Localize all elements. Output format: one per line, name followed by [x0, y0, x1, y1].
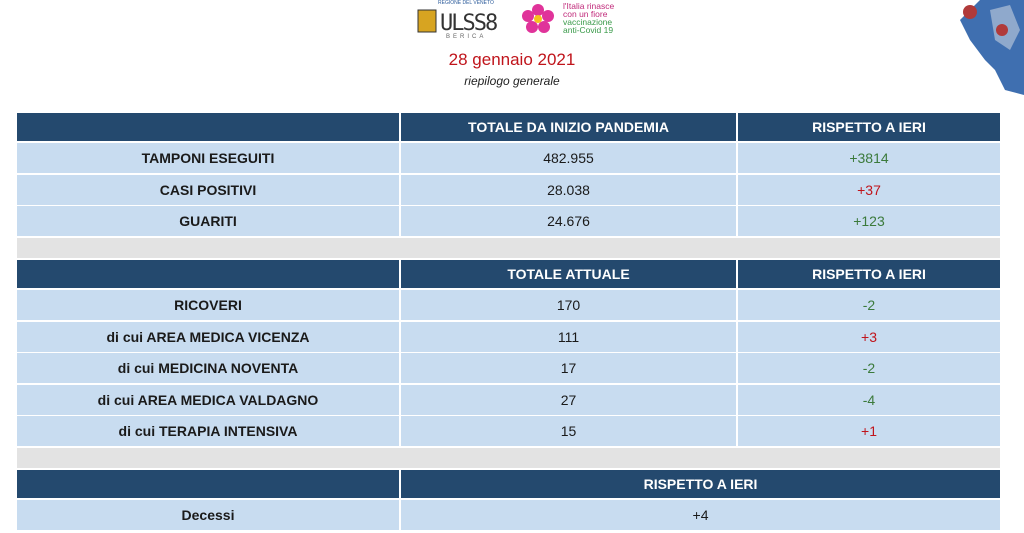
row-label: di cui AREA MEDICA VICENZA: [17, 321, 399, 352]
column-header: RISPETTO A IERI: [738, 113, 1000, 141]
row-label: RICOVERI: [17, 290, 399, 320]
delta-value: -2: [738, 353, 1000, 383]
row-label: di cui TERAPIA INTENSIVA: [17, 416, 399, 446]
delta-value: +3814: [738, 143, 1000, 173]
column-header: RISPETTO A IERI: [401, 470, 1000, 498]
campaign-line: anti-Covid 19: [563, 25, 614, 35]
total-value: 111: [401, 321, 736, 352]
total-value: 170: [401, 290, 736, 320]
header-cell: [17, 260, 399, 288]
delta-value: -2: [738, 290, 1000, 320]
header-cell: [17, 470, 399, 498]
logo-ulss-sub: BERICA: [446, 34, 486, 40]
row-label: di cui MEDICINA NOVENTA: [17, 353, 399, 383]
column-header: TOTALE ATTUALE: [401, 260, 736, 288]
total-value: 27: [401, 384, 736, 415]
row-label: CASI POSITIVI: [17, 174, 399, 205]
header-cell: [17, 113, 399, 141]
delta-value: -4: [738, 384, 1000, 415]
delta-value: +4: [401, 500, 1000, 530]
total-value: 482.955: [401, 143, 736, 173]
section-gap: [17, 447, 1000, 468]
map-decoration: [960, 0, 1024, 95]
subtitle: riepilogo generale: [464, 74, 560, 88]
campaign-line: l'Italia rinasce: [563, 1, 615, 11]
logo-ulss: ULSS8: [440, 11, 497, 36]
campaign-line: con un fiore: [563, 9, 608, 19]
row-label: TAMPONI ESEGUITI: [17, 143, 399, 173]
logo-campaign: l'Italia rinasce con un fiore vaccinazione…: [563, 1, 615, 35]
campaign-line: vaccinazione: [563, 17, 613, 27]
total-value: 24.676: [401, 206, 736, 236]
logo-region: REGIONE DEL VENETO: [438, 0, 494, 6]
delta-value: +1: [738, 416, 1000, 446]
row-label: GUARITI: [17, 206, 399, 236]
column-header: RISPETTO A IERI: [738, 260, 1000, 288]
total-value: 17: [401, 353, 736, 383]
date: 28 gennaio 2021: [448, 50, 576, 69]
total-value: 28.038: [401, 174, 736, 205]
total-value: 15: [401, 416, 736, 446]
logos: REGIONE DEL VENETO ULSS8 BERICA: [417, 0, 554, 40]
delta-value: +123: [738, 206, 1000, 236]
row-label: di cui AREA MEDICA VALDAGNO: [17, 384, 399, 415]
section-gap: [17, 237, 1000, 258]
column-header: TOTALE DA INIZIO PANDEMIA: [401, 113, 736, 141]
row-label: Decessi: [17, 500, 399, 530]
delta-value: +37: [738, 174, 1000, 205]
delta-value: +3: [738, 321, 1000, 352]
